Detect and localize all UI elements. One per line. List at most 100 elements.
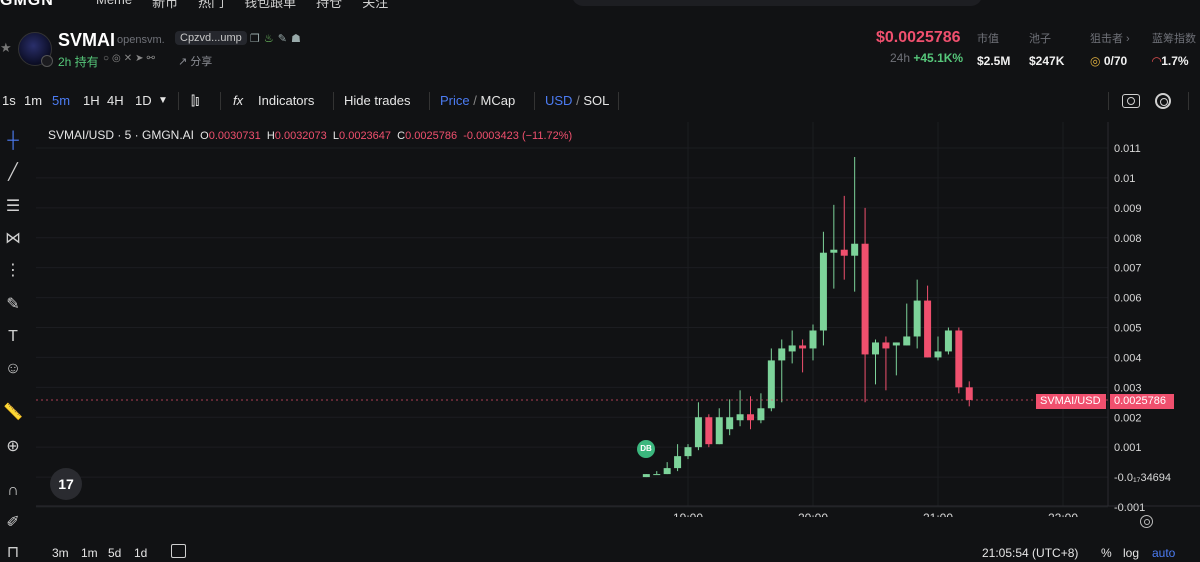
- drawing-toolbar: ┼ ╱ ☰ ⋈ ⋮ ✎ T ☺ 📏 ⊕ ∩ ✐ ⊓: [0, 118, 34, 562]
- magnet-icon[interactable]: ∩: [7, 482, 19, 499]
- flame-icon: ♨: [263, 33, 278, 45]
- text-icon[interactable]: T: [8, 328, 18, 345]
- copy-icon[interactable]: ❐: [250, 33, 264, 45]
- share-button[interactable]: ↗ 分享: [178, 56, 213, 68]
- candle-body: [694, 417, 702, 448]
- nav-item-follow[interactable]: 关注: [362, 0, 389, 10]
- nav-item-new[interactable]: 新币: [152, 0, 179, 10]
- top-nav: GMGN Meme 新币 热门 钱包跟单 持仓 关注 ⌕: [0, 0, 1200, 10]
- horizontal-lines-icon[interactable]: ☰: [5, 198, 21, 215]
- candle-body: [747, 414, 754, 421]
- website-icon[interactable]: ◎: [112, 53, 124, 64]
- stat-label: 池子: [1029, 33, 1051, 45]
- toolbar-divider: [1188, 92, 1189, 110]
- crosshair-icon[interactable]: ┼: [7, 132, 19, 149]
- percent-toggle[interactable]: %: [1101, 546, 1112, 560]
- currency-toggle[interactable]: USD / SOL: [545, 93, 609, 108]
- range-3m[interactable]: 3m: [52, 546, 69, 560]
- candle-type-icon[interactable]: ⫿⫾: [191, 93, 200, 108]
- search-icon[interactable]: ○: [103, 53, 113, 64]
- lock-icon[interactable]: ⊓: [6, 544, 20, 561]
- zoom-in-icon[interactable]: ⊕: [6, 438, 20, 455]
- range-1d[interactable]: 1d: [134, 546, 148, 560]
- auto-toggle[interactable]: auto: [1152, 546, 1176, 560]
- tradingview-logo[interactable]: 17: [50, 468, 82, 500]
- range-5d[interactable]: 5d: [108, 546, 122, 560]
- legend-low: 0.0023647: [339, 130, 392, 142]
- stat-market-cap: 市值 $2.5M: [977, 30, 1010, 68]
- nav-item-copytrade[interactable]: 钱包跟单: [244, 0, 297, 10]
- token-badges: ❐♨✎☗: [250, 32, 305, 45]
- function-icon: fx: [233, 93, 244, 108]
- bottom-bar: 3m 1m 5d 1d 21:05:54 (UTC+8) % log auto: [0, 540, 1200, 562]
- candlestick-chart[interactable]: 0.011 0.01 0.009 0.008 0.007 0.006 0.005 0.004 0…: [36, 122, 1200, 517]
- stat-snipers[interactable]: 狙击者 › ◎ 0/70: [1090, 30, 1130, 68]
- axis-settings-icon[interactable]: [1140, 515, 1153, 528]
- favorite-star-icon[interactable]: ★: [0, 40, 12, 55]
- change-percent: +45.1K%: [913, 51, 964, 65]
- fib-icon[interactable]: ⋮: [5, 262, 21, 279]
- change-period: 24h: [890, 51, 911, 65]
- stat-pool: 池子 $247K: [1029, 30, 1064, 68]
- interval-dropdown-icon[interactable]: ▼: [158, 95, 168, 106]
- sol-option[interactable]: SOL: [583, 93, 610, 108]
- interval-1d[interactable]: 1D: [135, 93, 152, 108]
- interval-5m[interactable]: 5m: [52, 93, 71, 108]
- candle-body: [705, 417, 713, 445]
- stat-label: 市值: [977, 33, 999, 45]
- nav-item-hot[interactable]: 热门: [198, 0, 225, 10]
- interval-4h[interactable]: 4H: [107, 93, 124, 108]
- price-change: 24h +45.1K%: [890, 51, 963, 65]
- search-input[interactable]: ⌕: [572, 0, 982, 6]
- interval-1m[interactable]: 1m: [24, 93, 43, 108]
- stat-value: $2.5M: [977, 54, 1011, 68]
- platform-badge-icon: [41, 55, 53, 67]
- candle-body: [892, 342, 900, 346]
- price-option[interactable]: Price: [440, 93, 470, 108]
- social-links: ○◎✕➤⚯: [103, 53, 158, 64]
- candle-body: [736, 414, 744, 421]
- ruler-icon[interactable]: 📏: [3, 404, 23, 421]
- candle-body: [872, 342, 879, 355]
- brush-icon[interactable]: ✎: [6, 296, 20, 313]
- legend-high: 0.0032073: [274, 130, 327, 142]
- indicators-button[interactable]: Indicators: [258, 93, 315, 108]
- hide-trades-button[interactable]: Hide trades: [344, 93, 411, 108]
- legend-change: -0.0003423 (−11.72%): [463, 130, 573, 142]
- candle-body: [861, 243, 869, 355]
- usd-option[interactable]: USD: [545, 93, 573, 108]
- trend-line-icon[interactable]: ╱: [8, 164, 18, 181]
- contract-address[interactable]: Cpzvd...ump: [175, 31, 247, 45]
- toolbar-divider: [1108, 92, 1109, 110]
- interval-1s[interactable]: 1s: [2, 93, 16, 108]
- x-icon[interactable]: ✕: [123, 53, 136, 64]
- brand-logo[interactable]: GMGN: [0, 0, 54, 9]
- gear-icon[interactable]: [1155, 93, 1171, 109]
- interval-1h[interactable]: 1H: [83, 93, 100, 108]
- candle-body: [924, 300, 932, 358]
- pencil-lock-icon[interactable]: ✐: [6, 514, 20, 531]
- legend-open-key: O: [200, 130, 209, 142]
- nav-item-holdings[interactable]: 持仓: [316, 0, 343, 10]
- log-toggle[interactable]: log: [1123, 546, 1140, 560]
- mcap-option[interactable]: MCap: [480, 93, 516, 108]
- target-icon: ◎: [1090, 54, 1101, 68]
- price-mcap-toggle[interactable]: Price / MCap: [440, 93, 515, 108]
- emoji-icon[interactable]: ☺: [4, 360, 22, 377]
- token-platform[interactable]: opensvm.: [117, 34, 165, 46]
- clock-readout[interactable]: 21:05:54 (UTC+8): [982, 546, 1079, 560]
- camera-icon[interactable]: [1122, 94, 1140, 108]
- symbol-price-label: SVMAI/USD: [1036, 394, 1106, 409]
- nav-item-meme[interactable]: Meme: [96, 0, 132, 11]
- y-tick-label: -0.0₁₇34694: [1114, 472, 1171, 484]
- link-icon[interactable]: ⚯: [146, 53, 158, 64]
- telegram-icon[interactable]: ➤: [135, 53, 147, 64]
- range-1m[interactable]: 1m: [81, 546, 98, 560]
- people-icon: ☗: [290, 33, 305, 45]
- dev-buy-marker[interactable]: DB: [637, 440, 655, 458]
- y-tick-label: 0.011: [1114, 143, 1141, 155]
- current-price: $0.0025786: [876, 29, 961, 46]
- calendar-icon[interactable]: [171, 544, 186, 558]
- candle-body: [882, 342, 890, 349]
- pattern-icon[interactable]: ⋈: [5, 230, 21, 247]
